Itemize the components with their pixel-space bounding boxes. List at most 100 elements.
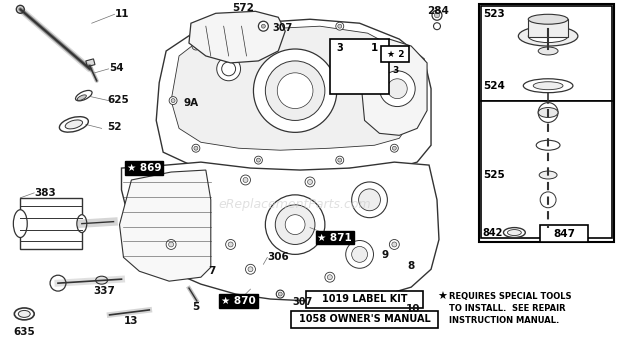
Circle shape [338, 24, 342, 28]
Text: 54: 54 [110, 63, 124, 73]
Circle shape [325, 272, 335, 282]
Circle shape [265, 195, 325, 255]
Polygon shape [189, 11, 285, 63]
Circle shape [277, 73, 313, 108]
Circle shape [194, 44, 198, 48]
Polygon shape [156, 19, 431, 175]
Circle shape [305, 177, 315, 187]
Circle shape [265, 61, 325, 120]
Ellipse shape [60, 117, 89, 132]
Ellipse shape [533, 82, 563, 90]
Bar [540, 225, 588, 243]
Polygon shape [361, 39, 427, 135]
Text: eReplacementParts.com: eReplacementParts.com [219, 198, 371, 211]
Circle shape [336, 22, 343, 30]
Circle shape [356, 53, 368, 65]
Circle shape [259, 21, 268, 31]
Circle shape [540, 192, 556, 208]
Ellipse shape [78, 95, 86, 100]
Circle shape [228, 242, 233, 247]
Bar [291, 311, 438, 328]
Text: 523: 523 [484, 9, 505, 19]
Text: 13: 13 [123, 316, 138, 326]
Ellipse shape [14, 308, 34, 320]
Text: 572: 572 [232, 3, 254, 13]
Bar [479, 4, 614, 243]
Ellipse shape [523, 79, 573, 93]
Circle shape [388, 79, 407, 98]
Circle shape [352, 246, 368, 262]
Circle shape [169, 242, 174, 247]
Text: 5: 5 [192, 302, 200, 312]
Text: 306: 306 [267, 252, 289, 262]
Circle shape [275, 205, 315, 245]
Text: 3: 3 [392, 66, 399, 75]
Circle shape [169, 97, 177, 104]
Text: REQUIRES SPECIAL TOOLS: REQUIRES SPECIAL TOOLS [449, 292, 572, 301]
Bar [528, 19, 568, 37]
Circle shape [327, 275, 332, 280]
Circle shape [336, 156, 343, 164]
Text: TO INSTALL.  SEE REPAIR: TO INSTALL. SEE REPAIR [449, 304, 565, 313]
Text: 635: 635 [14, 327, 35, 337]
Circle shape [392, 146, 396, 150]
Bar [306, 291, 423, 308]
Bar [86, 59, 95, 67]
Ellipse shape [538, 108, 558, 118]
Polygon shape [122, 162, 439, 301]
Circle shape [410, 97, 418, 104]
Text: 9A: 9A [184, 97, 199, 108]
Ellipse shape [539, 171, 557, 179]
Bar [330, 39, 389, 94]
Circle shape [353, 49, 373, 69]
Circle shape [352, 182, 388, 218]
Text: 307: 307 [272, 23, 293, 33]
Text: 625: 625 [108, 95, 130, 104]
Bar [20, 198, 82, 250]
Bar [480, 101, 611, 238]
Ellipse shape [77, 215, 87, 233]
Text: 52: 52 [108, 122, 122, 132]
Circle shape [358, 189, 381, 211]
Ellipse shape [65, 120, 82, 129]
Text: 284: 284 [427, 6, 449, 16]
Circle shape [308, 179, 312, 184]
Circle shape [241, 175, 250, 185]
Circle shape [435, 13, 440, 18]
Ellipse shape [507, 229, 521, 235]
Text: ★: ★ [437, 292, 447, 302]
Circle shape [392, 44, 396, 48]
Circle shape [391, 144, 398, 152]
Circle shape [262, 24, 265, 28]
Circle shape [379, 71, 415, 107]
Text: 10: 10 [406, 304, 421, 314]
Text: INSTRUCTION MANUAL.: INSTRUCTION MANUAL. [449, 316, 559, 325]
Circle shape [254, 49, 337, 132]
Text: 3: 3 [337, 43, 343, 53]
Text: ★ 871: ★ 871 [317, 233, 352, 243]
Circle shape [194, 146, 198, 150]
Circle shape [171, 98, 175, 103]
Text: 307: 307 [292, 297, 312, 307]
Text: 11: 11 [115, 9, 129, 19]
Circle shape [391, 42, 398, 50]
Circle shape [16, 5, 24, 13]
Text: 1019 LABEL KIT: 1019 LABEL KIT [322, 294, 407, 304]
Circle shape [50, 275, 66, 291]
Ellipse shape [528, 30, 568, 43]
Polygon shape [120, 170, 211, 281]
Text: 383: 383 [34, 188, 56, 198]
Text: 1: 1 [371, 43, 378, 53]
Bar [480, 6, 611, 101]
Circle shape [257, 27, 260, 31]
Circle shape [412, 98, 416, 103]
Text: ★ 870: ★ 870 [221, 296, 256, 306]
Circle shape [222, 62, 236, 76]
Circle shape [538, 103, 558, 122]
Bar [381, 46, 409, 62]
Ellipse shape [538, 47, 558, 55]
Circle shape [166, 239, 176, 250]
Ellipse shape [536, 140, 560, 150]
Text: 8: 8 [407, 261, 415, 271]
Circle shape [278, 292, 282, 296]
